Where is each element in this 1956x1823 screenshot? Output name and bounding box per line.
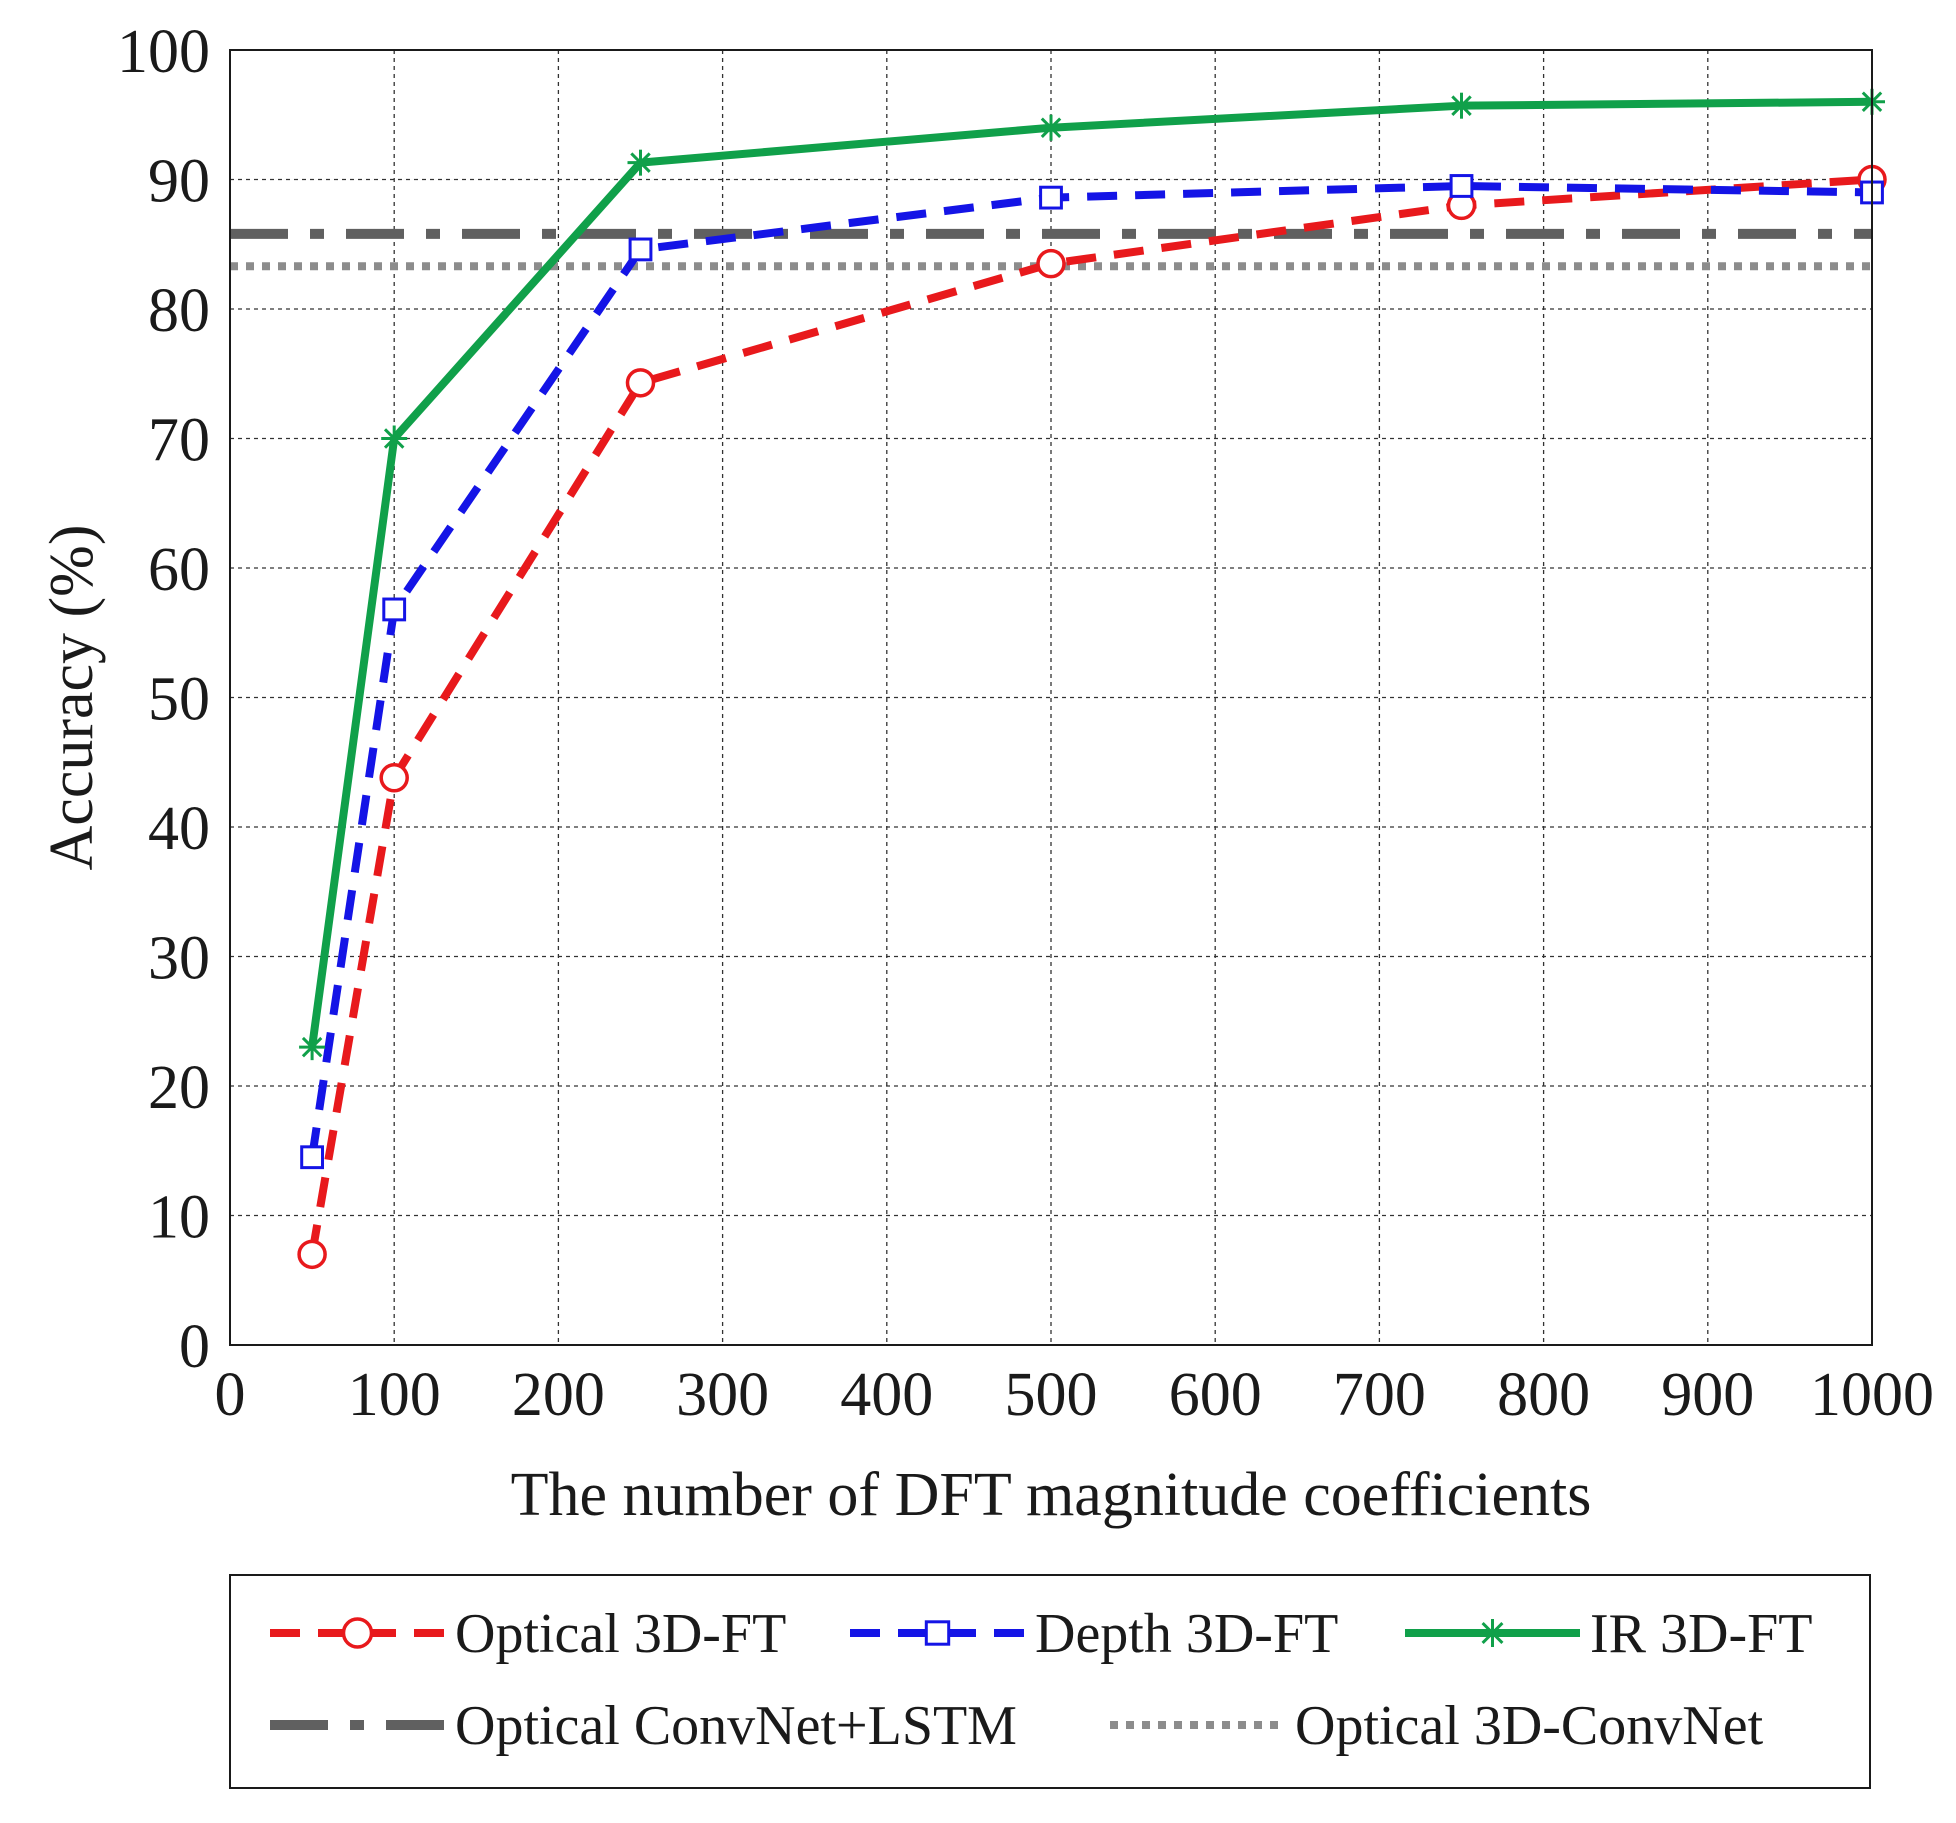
legend-label: IR 3D-FT — [1590, 1603, 1812, 1665]
y-tick-label: 10 — [148, 1184, 210, 1252]
y-tick-label: 20 — [148, 1054, 210, 1122]
x-tick-label: 200 — [512, 1361, 605, 1429]
data-point — [382, 597, 407, 622]
data-point — [627, 149, 654, 176]
legend-item: Optical ConvNet+LSTM — [270, 1695, 1017, 1757]
data-point — [300, 1145, 325, 1170]
x-tick-label: 500 — [1005, 1361, 1098, 1429]
legend-items: Optical 3D-FT Depth 3D-FT IR 3D-FT Optical … — [270, 1603, 1812, 1757]
data-point — [628, 237, 653, 262]
x-tick-label: 800 — [1497, 1361, 1590, 1429]
x-tick-label: 100 — [348, 1361, 441, 1429]
data-point — [297, 1239, 327, 1270]
data-point — [379, 763, 409, 793]
series-line — [308, 97, 1873, 1048]
data-point — [1039, 185, 1063, 210]
data-point — [1036, 248, 1066, 279]
y-tick-label: 50 — [148, 666, 210, 734]
x-tick-label: 900 — [1661, 1361, 1754, 1429]
plot-frame — [229, 49, 1873, 1346]
legend-label: Optical ConvNet+LSTM — [455, 1695, 1017, 1757]
legend-item: Depth 3D-FT — [850, 1603, 1338, 1665]
x-tick-label: 1000 — [1810, 1361, 1934, 1429]
y-tick-label: 100 — [117, 18, 210, 86]
y-tick-label: 90 — [148, 148, 210, 216]
legend-item: Optical 3D-FT — [270, 1603, 786, 1665]
series-line — [308, 175, 1873, 1256]
y-tick-label: 80 — [148, 277, 210, 345]
x-axis-label: The number of DFT magnitude coefficients — [511, 1461, 1592, 1529]
x-tick-label: 0 — [215, 1361, 246, 1429]
x-tick-label: 400 — [840, 1361, 933, 1429]
y-axis-label: Accuracy (%) — [38, 525, 106, 871]
data-point — [299, 1034, 326, 1061]
tick-labels: 0 100 200 300 400 500 600 700 800 900 1000 0 10 20 30 4… — [117, 18, 1934, 1429]
legend-item: Optical 3D-ConvNet — [1110, 1695, 1764, 1757]
data-point — [1038, 114, 1064, 141]
y-tick-label: 60 — [148, 536, 210, 604]
x-tick-label: 300 — [676, 1361, 769, 1429]
data-point — [1449, 174, 1474, 198]
data-point — [625, 368, 656, 398]
x-tick-label: 600 — [1169, 1361, 1262, 1429]
legend-box — [229, 1574, 1871, 1789]
x-tick-label: 700 — [1333, 1361, 1426, 1429]
series-line — [308, 181, 1873, 1158]
legend-label: Depth 3D-FT — [1035, 1603, 1338, 1665]
series-lines — [297, 88, 1887, 1270]
legend-item: IR 3D-FT — [1405, 1603, 1812, 1665]
data-point — [1448, 92, 1475, 119]
y-tick-label: 40 — [148, 795, 210, 863]
legend-label: Optical 3D-FT — [455, 1603, 786, 1665]
data-point — [924, 1620, 951, 1646]
legend: Optical 3D-FT Depth 3D-FT IR 3D-FT Optical … — [229, 1574, 1871, 1789]
y-tick-label: 70 — [148, 407, 210, 475]
grid — [230, 50, 1872, 1345]
y-tick-label: 30 — [148, 925, 210, 993]
legend-label: Optical 3D-ConvNet — [1295, 1695, 1764, 1757]
y-tick-label: 0 — [179, 1313, 210, 1381]
data-point — [381, 425, 408, 452]
data-point — [341, 1617, 374, 1649]
data-point — [1478, 1619, 1507, 1647]
